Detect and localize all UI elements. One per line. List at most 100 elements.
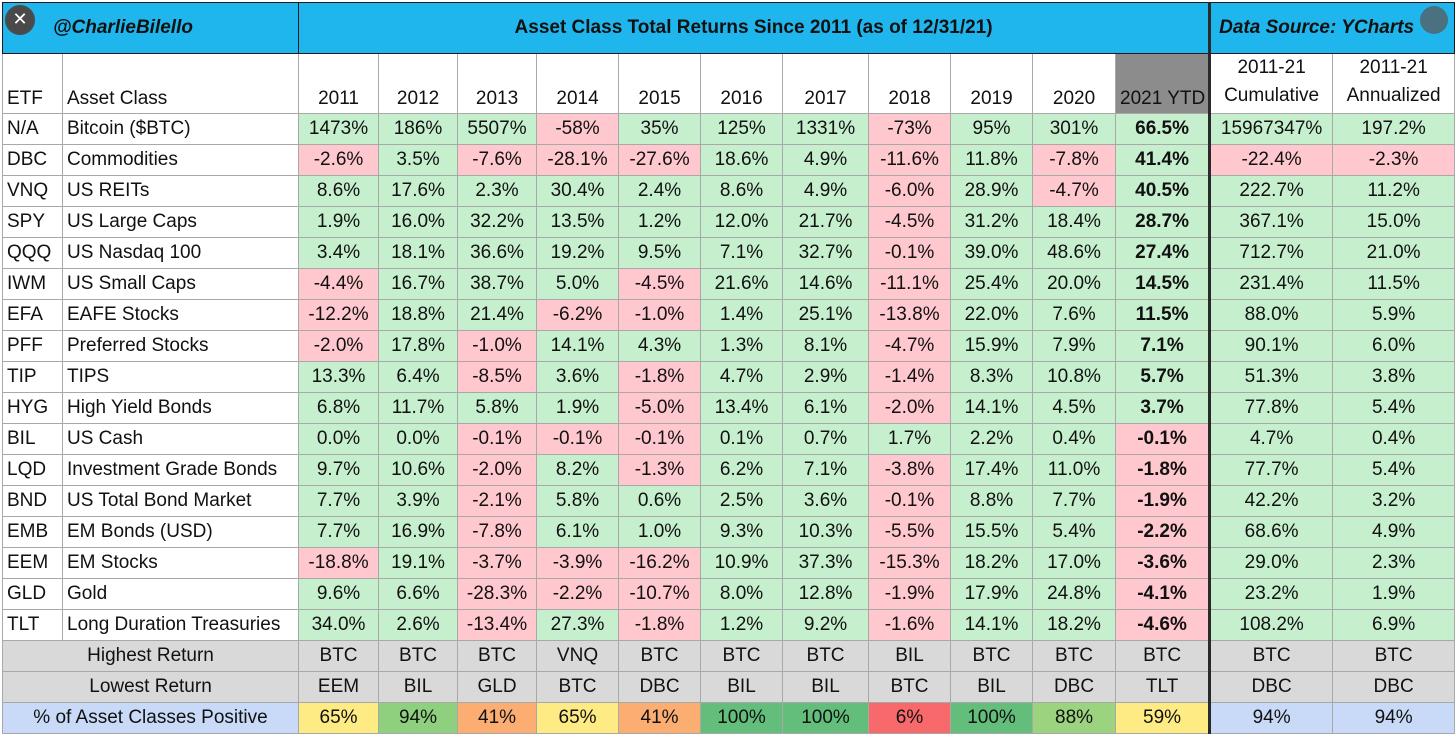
asset-class-cell: US Cash [61, 423, 300, 455]
cumulative-cell: 88.0% [1208, 299, 1334, 331]
more-icon[interactable] [1420, 6, 1448, 34]
page-title: Asset Class Total Returns Since 2011 (as… [298, 2, 1211, 54]
return-cell: 17.8% [378, 330, 459, 362]
cumulative-cell: 68.6% [1208, 516, 1334, 548]
etf-cell: DBC [2, 144, 63, 176]
year-header: 2019 [950, 53, 1034, 114]
summary-cell: BTC [1332, 640, 1456, 672]
return-cell: -12.2% [298, 299, 380, 331]
return-cell: -1.3% [618, 454, 702, 486]
summary-cell: BIL [868, 640, 952, 672]
return-cell: -6.2% [536, 299, 620, 331]
table-row: EMB EM Bonds (USD) 7.7% 16.9% -7.8% 6.1% 1.0% 9… [2, 516, 1456, 548]
return-cell: 32.7% [782, 237, 870, 269]
return-cell: 1.9% [536, 392, 620, 424]
table-row: HYG High Yield Bonds 6.8% 11.7% 5.8% 1.9% -5.0… [2, 392, 1456, 424]
return-cell: -7.6% [457, 144, 538, 176]
return-cell: -2.6% [298, 144, 380, 176]
return-cell: -28.3% [457, 578, 538, 610]
summary-cell: 41% [618, 702, 702, 734]
annualized-cell: 4.9% [1332, 516, 1456, 548]
year-header: 2018 [868, 53, 952, 114]
asset-class-cell: EAFE Stocks [61, 299, 300, 331]
return-cell: 0.1% [700, 423, 784, 455]
close-icon[interactable]: ✕ [5, 5, 35, 35]
return-cell: 12.8% [782, 578, 870, 610]
asset-class-cell: US REITs [61, 175, 300, 207]
annualized-cell: 5.4% [1332, 392, 1456, 424]
return-cell: -2.0% [457, 454, 538, 486]
return-cell: 13.4% [700, 392, 784, 424]
return-cell: 14.1% [950, 392, 1034, 424]
cumulative-cell: 367.1% [1208, 206, 1334, 238]
return-cell: 17.6% [378, 175, 459, 207]
cumulative-cell: 23.2% [1208, 578, 1334, 610]
return-cell: -15.3% [868, 547, 952, 579]
return-cell: 2.2% [950, 423, 1034, 455]
return-cell: -1.8% [618, 361, 702, 393]
return-cell: -5.5% [868, 516, 952, 548]
return-cell: -1.0% [457, 330, 538, 362]
return-cell: 18.2% [1032, 609, 1117, 641]
return-cell: -5.0% [618, 392, 702, 424]
year-header: 2012 [378, 53, 459, 114]
etf-cell: GLD [2, 578, 63, 610]
summary-label: Lowest Return [1, 671, 300, 703]
return-cell: -3.6% [1115, 547, 1211, 579]
return-cell: -4.7% [868, 330, 952, 362]
return-cell: -11.1% [868, 268, 952, 300]
return-cell: 9.5% [618, 237, 702, 269]
data-source: Data Source: YCharts [1208, 2, 1456, 54]
return-cell: -4.1% [1115, 578, 1211, 610]
return-cell: 4.9% [782, 175, 870, 207]
return-cell: 3.6% [536, 361, 620, 393]
return-cell: 17.4% [950, 454, 1034, 486]
return-cell: -7.8% [457, 516, 538, 548]
return-cell: -1.9% [868, 578, 952, 610]
summary-cell: 94% [1208, 702, 1334, 734]
return-cell: -1.8% [618, 609, 702, 641]
return-cell: 6.8% [298, 392, 380, 424]
return-cell: 31.2% [950, 206, 1034, 238]
return-cell: -2.2% [536, 578, 620, 610]
summary-cell: 65% [298, 702, 380, 734]
asset-class-cell: Commodities [61, 144, 300, 176]
return-cell: 95% [950, 113, 1034, 145]
return-cell: -2.1% [457, 485, 538, 517]
summary-cell: GLD [457, 671, 538, 703]
summary-cell: BTC [618, 640, 702, 672]
return-cell: 18.1% [378, 237, 459, 269]
cumulative-cell: 15967347% [1208, 113, 1334, 145]
cumulative-cell: 42.2% [1208, 485, 1334, 517]
return-cell: 2.4% [618, 175, 702, 207]
year-header: 2016 [700, 53, 784, 114]
return-cell: 4.5% [1032, 392, 1117, 424]
summary-cell: DBC [618, 671, 702, 703]
year-header: 2014 [536, 53, 620, 114]
table-row: LQD Investment Grade Bonds 9.7% 10.6% -2.0% 8… [2, 454, 1456, 486]
return-cell: 15.5% [950, 516, 1034, 548]
return-cell: 39.0% [950, 237, 1034, 269]
return-cell: 13.5% [536, 206, 620, 238]
author-handle: @CharlieBilello [1, 2, 300, 54]
year-header: 2015 [618, 53, 702, 114]
return-cell: 18.2% [950, 547, 1034, 579]
return-cell: -8.5% [457, 361, 538, 393]
return-cell: 16.0% [378, 206, 459, 238]
return-cell: 41.4% [1115, 144, 1211, 176]
return-cell: 17.0% [1032, 547, 1117, 579]
summary-cell: BIL [950, 671, 1034, 703]
annualized-cell: 11.5% [1332, 268, 1456, 300]
summary-cell: BTC [950, 640, 1034, 672]
year-header: 2021 YTD [1115, 53, 1211, 114]
asset-class-header: Asset Class [61, 53, 300, 114]
return-cell: 37.3% [782, 547, 870, 579]
return-cell: 0.6% [618, 485, 702, 517]
table-row: VNQ US REITs 8.6% 17.6% 2.3% 30.4% 2.4% 8.6% 4.9… [2, 175, 1456, 207]
return-cell: 34.0% [298, 609, 380, 641]
return-cell: 7.9% [1032, 330, 1117, 362]
return-cell: 15.9% [950, 330, 1034, 362]
etf-cell: QQQ [2, 237, 63, 269]
table-row: EFA EAFE Stocks -12.2% 18.8% 21.4% -6.2% -1.0%… [2, 299, 1456, 331]
summary-cell: BTC [1032, 640, 1117, 672]
